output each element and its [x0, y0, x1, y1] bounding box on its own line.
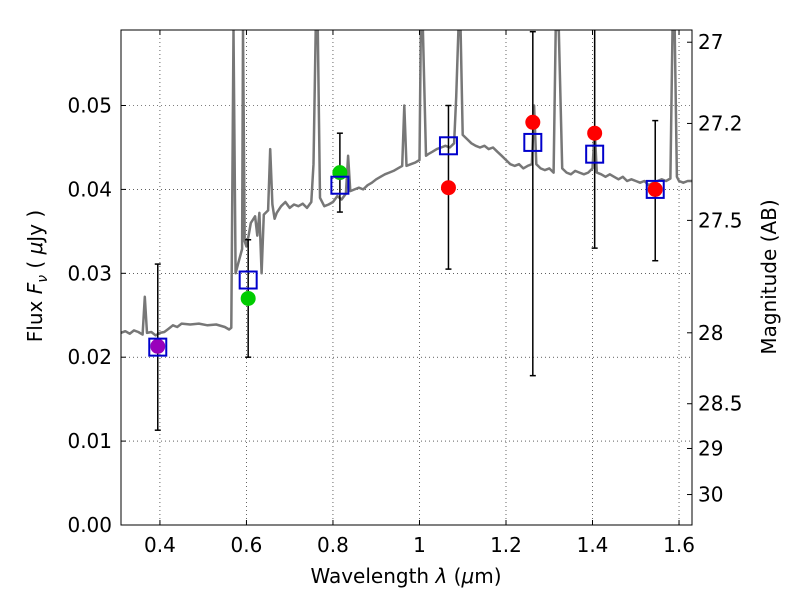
- right-tick-label: 27.5: [698, 208, 743, 232]
- model-photometry-square: [330, 175, 350, 195]
- observed-point: [525, 114, 541, 130]
- observed-point: [240, 290, 256, 306]
- observed-point: [587, 125, 603, 141]
- x-tick-label: 0.6: [231, 533, 263, 557]
- observed-point: [440, 180, 456, 196]
- model-spectrum: [121, 30, 692, 337]
- plot-frame: [120, 29, 693, 526]
- y-tick-label: 0.04: [67, 177, 112, 201]
- right-tick-label: 27: [698, 30, 723, 54]
- y-tick-label: 0.01: [67, 429, 112, 453]
- x-tick-label: 1.4: [577, 533, 609, 557]
- x-tick-label: 1.6: [663, 533, 695, 557]
- right-tick-label: 30: [698, 483, 723, 507]
- x-axis-title: Wavelength λ (μm): [310, 564, 501, 588]
- grid: [121, 30, 692, 526]
- model-photometry-square: [238, 270, 258, 290]
- x-tick-label: 1.2: [490, 533, 522, 557]
- model-photometry-square: [148, 337, 168, 357]
- tick-labels: 0.4 0.6 0.8 1 1.2 1.4 1.6 0.00 0.01 0.02 0.03 0.04 0…: [67, 30, 742, 557]
- right-tick-label: 27.2: [698, 111, 743, 135]
- y-tick-label: 0.05: [67, 94, 112, 118]
- observed-point: [150, 338, 166, 354]
- x-tick-label: 0.4: [144, 533, 176, 557]
- observed-point: [332, 165, 348, 181]
- y-tick-label: 0.03: [67, 261, 112, 285]
- model-spectrum-line: [121, 30, 692, 337]
- right-tick-label: 29: [698, 436, 723, 460]
- right-tick-label: 28: [698, 321, 723, 345]
- error-bars: [154, 30, 659, 431]
- axis-ticks: [121, 30, 692, 526]
- observed-point: [647, 181, 663, 197]
- model-photometry-square: [645, 179, 665, 199]
- right-axis-title: Magnitude (AB): [757, 199, 781, 354]
- y-tick-label: 0.02: [67, 345, 112, 369]
- y-tick-label: 0.00: [67, 513, 112, 537]
- model-photometry-squares: [148, 132, 665, 357]
- model-photometry-square: [585, 144, 605, 164]
- x-tick-label: 0.8: [317, 533, 349, 557]
- observed-points: [150, 114, 663, 354]
- model-photometry-square: [523, 132, 543, 152]
- y-axis-title: Flux Fν ( μJy ): [23, 210, 51, 342]
- right-tick-label: 28.5: [698, 392, 743, 416]
- model-photometry-square: [438, 136, 458, 156]
- x-tick-label: 1: [413, 533, 426, 557]
